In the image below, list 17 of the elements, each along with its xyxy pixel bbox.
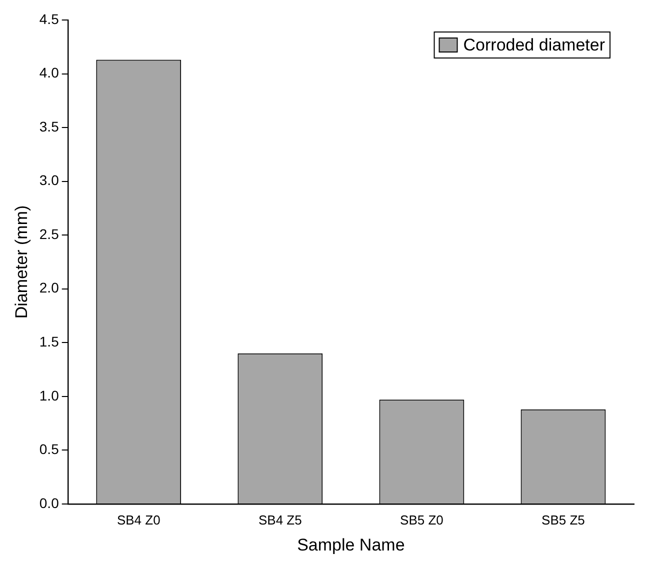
legend-label: Corroded diameter (463, 36, 606, 55)
y-tick-label: 1.5 (39, 334, 60, 350)
y-tick-label: 2.5 (39, 226, 60, 242)
y-tick-label: 1.0 (39, 387, 60, 404)
x-axis-title: Sample Name (297, 535, 405, 554)
y-axis-title: Diameter (mm) (12, 205, 31, 319)
y-tick-label: 0.0 (39, 494, 60, 511)
x-tick-label: SB4 Z0 (116, 512, 160, 528)
y-tick-label: 3.5 (39, 118, 60, 134)
x-tick-label: SB5 Z0 (400, 512, 444, 528)
y-tick-label: 3.0 (39, 172, 60, 188)
y-tick-label: 2.0 (39, 280, 60, 296)
x-tick-label: SB4 Z5 (258, 512, 302, 528)
y-tick-label: 4.5 (39, 10, 60, 27)
y-tick-label: 4.0 (39, 64, 60, 81)
x-tick-label: SB5 Z5 (542, 512, 585, 528)
y-tick-label: 0.5 (39, 441, 60, 458)
